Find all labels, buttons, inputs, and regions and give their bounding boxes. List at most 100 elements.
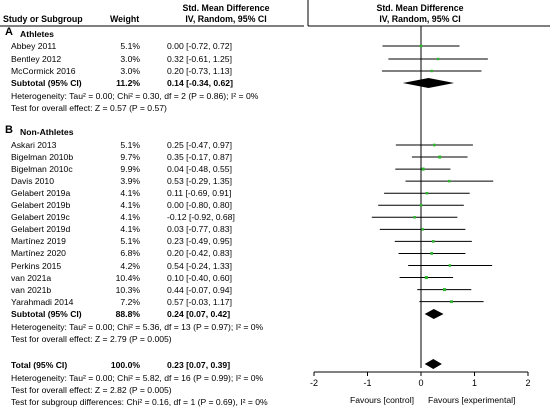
study-weight: 3.9%	[120, 176, 140, 187]
study-name: van 2021b	[11, 284, 52, 295]
study-marker	[424, 276, 428, 280]
plot-column-subtitle: IV, Random, 95% CI	[379, 14, 461, 24]
study-weight: 7.2%	[120, 296, 140, 307]
study-marker	[448, 179, 451, 183]
group-a-subtotal-label: Subtotal (95% CI)	[11, 78, 82, 88]
study-marker	[448, 264, 452, 267]
study-name: Martínez 2020	[11, 248, 66, 259]
study-weight: 6.8%	[120, 248, 140, 259]
favours-experimental-label: Favours [experimental]	[428, 395, 516, 405]
group-b-overall-effect: Test for overall effect: Z = 2.79 (P = 0…	[11, 334, 172, 344]
study-ci-text: 0.03 [-0.77, 0.83]	[167, 224, 232, 235]
group-b-subtotal-ci: 0.24 [0.07, 0.42]	[167, 309, 231, 319]
study-ci-text: 0.10 [-0.40, 0.60]	[167, 272, 232, 283]
plot-column-title: Std. Mean Difference	[376, 3, 464, 13]
subtotal-diamond-non-athletes	[424, 309, 444, 319]
study-weight: 3.0%	[120, 66, 140, 76]
study-marker	[431, 240, 435, 243]
subgroup-differences-test: Test for subgroup differences: Chi² = 0.…	[11, 397, 268, 407]
study-weight: 9.9%	[120, 164, 140, 175]
study-marker	[413, 216, 416, 219]
smd-column-title: Std. Mean Difference	[182, 3, 270, 13]
group-a-subtotal-ci: 0.14 [-0.34, 0.62]	[167, 78, 233, 88]
study-name: Gelabert 2019a	[11, 188, 71, 199]
study-name: Bigelman 2010c	[11, 164, 73, 175]
group-b-subtotal-weight: 88.8%	[115, 309, 140, 319]
study-marker	[438, 155, 442, 159]
study-name: Perkins 2015	[11, 260, 62, 271]
group-a-heterogeneity: Heterogeneity: Tau² = 0.00; Chi² = 0.30,…	[11, 91, 259, 101]
study-marker	[419, 203, 423, 207]
x-tick-label: 2	[525, 378, 530, 388]
study-name: Bigelman 2010b	[11, 152, 74, 163]
group-b-name: Non-Athletes	[20, 127, 74, 137]
study-ci-text: 0.20 [-0.42, 0.83]	[167, 248, 232, 259]
study-column-header: Study or Subgroup	[3, 14, 83, 24]
total-weight: 100.0%	[110, 360, 140, 370]
study-marker	[430, 252, 434, 255]
x-tick-label: 1	[472, 378, 477, 388]
study-weight: 5.1%	[120, 236, 140, 247]
study-ci-text: 0.35 [-0.17, 0.87]	[167, 152, 232, 163]
study-ci-text: -0.12 [-0.92, 0.68]	[167, 212, 235, 223]
study-weight: 10.3%	[115, 284, 140, 295]
group-b-subtotal-label: Subtotal (95% CI)	[11, 309, 82, 319]
study-name: Davis 2010	[11, 176, 54, 187]
study-marker	[421, 228, 424, 231]
study-weight: 9.7%	[120, 152, 140, 163]
study-weight: 4.1%	[120, 188, 140, 199]
study-name: Yarahmadi 2014	[11, 296, 74, 307]
study-marker	[443, 288, 447, 292]
subtotal-diamond-athletes	[402, 78, 455, 88]
smd-column-subtitle: IV, Random, 95% CI	[185, 14, 267, 24]
favours-control-label: Favours [control]	[350, 395, 414, 405]
study-weight: 3.0%	[120, 54, 140, 64]
study-name: McCormick 2016	[11, 66, 76, 76]
study-weight: 5.1%	[120, 41, 140, 51]
study-ci-text: 0.04 [-0.48, 0.55]	[167, 164, 232, 175]
group-b-letter: B	[5, 124, 13, 136]
total-heterogeneity: Heterogeneity: Tau² = 0.00; Chi² = 5.82,…	[11, 373, 264, 383]
study-ci-text: 0.54 [-0.24, 1.33]	[167, 260, 232, 271]
x-tick-label: -1	[363, 378, 371, 388]
study-name: Martínez 2019	[11, 236, 66, 247]
study-ci-text: 0.32 [-0.61, 1.25]	[167, 54, 232, 64]
total-label: Total (95% CI)	[11, 360, 68, 370]
group-a-letter: A	[5, 26, 13, 38]
study-ci-text: 0.23 [-0.49, 0.95]	[167, 236, 232, 247]
study-ci-text: 0.00 [-0.80, 0.80]	[167, 200, 232, 211]
total-diamond	[424, 359, 442, 369]
study-weight: 10.4%	[115, 272, 140, 283]
study-name: Gelabert 2019c	[11, 212, 70, 223]
total-overall-effect: Test for overall effect: Z = 2.82 (P = 0…	[11, 385, 172, 395]
study-marker	[450, 300, 453, 304]
study-name: Abbey 2011	[11, 41, 57, 51]
x-tick-label: 0	[418, 378, 423, 388]
group-a-overall-effect: Test for overall effect: Z = 0.57 (P = 0…	[11, 103, 167, 113]
study-marker	[436, 57, 440, 61]
study-weight: 4.1%	[120, 212, 140, 223]
study-name: Bentley 2012	[11, 54, 62, 64]
study-ci-text: 0.11 [-0.69, 0.91]	[167, 188, 232, 199]
study-marker	[421, 167, 425, 171]
total-ci: 0.23 [0.07, 0.39]	[167, 360, 231, 370]
study-weight: 4.2%	[120, 260, 140, 271]
study-ci-text: 0.00 [-0.72, 0.72]	[167, 41, 232, 51]
group-a-subtotal-weight: 11.2%	[116, 78, 140, 88]
study-marker	[419, 44, 423, 48]
group-b-heterogeneity: Heterogeneity: Tau² = 0.00; Chi² = 5.36,…	[11, 322, 264, 332]
study-ci-text: 0.44 [-0.07, 0.94]	[167, 284, 232, 295]
study-name: Gelabert 2019d	[11, 224, 71, 235]
study-marker	[433, 143, 436, 147]
x-tick-label: -2	[310, 378, 318, 388]
group-a-name: Athletes	[20, 29, 54, 39]
study-weight: 5.1%	[120, 140, 140, 150]
study-marker	[425, 191, 429, 195]
study-ci-text: 0.57 [-0.03, 1.17]	[167, 296, 232, 307]
weight-column-header: Weight	[110, 14, 140, 24]
study-name: van 2021a	[11, 272, 52, 283]
study-ci-text: 0.53 [-0.29, 1.35]	[167, 176, 232, 187]
study-name: Askari 2013	[11, 140, 57, 150]
